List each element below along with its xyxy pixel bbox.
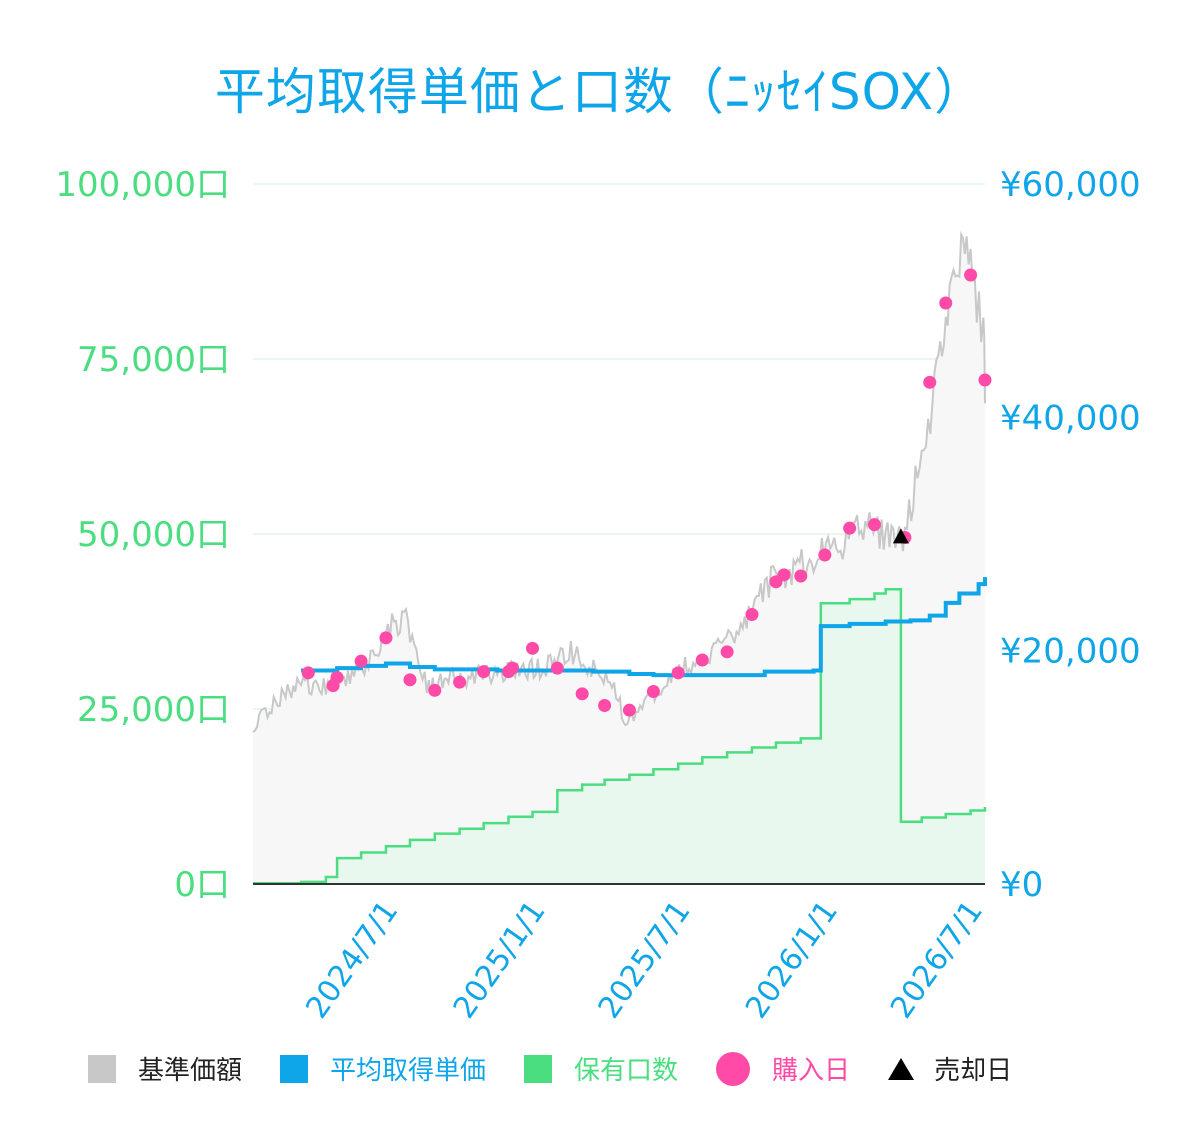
buy-marker: [505, 661, 519, 675]
legend-label: 売却日: [934, 1056, 1013, 1086]
buy-marker: [695, 653, 709, 667]
x-tick-label: 2025/7/1: [592, 895, 698, 1025]
buy-marker: [575, 687, 589, 701]
buy-marker: [379, 631, 393, 645]
left-axis-tick-label: 50,000口: [77, 515, 230, 555]
legend-label: 基準価額: [138, 1056, 243, 1086]
x-tick-label: 2025/1/1: [447, 895, 553, 1025]
buy-marker: [843, 521, 857, 535]
legend-label: 保有口数: [574, 1056, 679, 1086]
buy-marker: [720, 645, 734, 659]
right-axis-tick-label: ¥60,000: [1000, 165, 1141, 205]
buy-marker: [598, 699, 612, 712]
legend-swatch: [88, 1054, 116, 1083]
buy-marker: [526, 641, 540, 655]
legend-item: 保有口数: [524, 1050, 678, 1087]
nav-line: [252, 230, 986, 733]
left-axis-tick-label: 0口: [174, 865, 230, 905]
sell-marker: [892, 528, 909, 544]
left-axis-tick-label: 25,000口: [77, 690, 230, 730]
buy-marker: [818, 548, 832, 562]
buy-marker: [354, 654, 368, 668]
buy-marker: [745, 608, 759, 621]
legend: 基準価額 平均取得単価 保有口数 購入日 売却日: [88, 1050, 1050, 1087]
buy-marker: [301, 666, 315, 680]
buy-marker: [428, 683, 442, 697]
x-tick-label: 2026/7/1: [884, 895, 990, 1025]
buy-marker: [794, 569, 808, 583]
nav-area: [253, 234, 985, 885]
buy-marker: [867, 518, 881, 532]
x-tick-label: 2024/7/1: [299, 895, 405, 1025]
buy-marker: [923, 375, 937, 389]
buy-marker: [964, 268, 978, 282]
buy-marker: [671, 666, 685, 680]
chart-title: 平均取得単価と口数（ﾆｯｾｲSOX）: [214, 63, 986, 121]
right-axis-tick-label: ¥20,000: [1000, 632, 1141, 672]
legend-swatch: [888, 1057, 915, 1080]
buy-marker: [403, 673, 417, 687]
avg-cost-line: [301, 577, 987, 678]
buy-marker: [330, 671, 344, 684]
legend-item: 購入日: [716, 1050, 850, 1087]
units-area: [253, 589, 985, 884]
buy-marker: [622, 703, 636, 717]
legend-swatch: [280, 1054, 309, 1083]
buy-marker: [550, 661, 564, 675]
buy-marker: [646, 685, 660, 698]
left-axis-tick-label: 75,000口: [77, 340, 230, 380]
legend-swatch: [716, 1051, 751, 1086]
right-axis-tick-label: ¥0: [1000, 865, 1043, 905]
legend-item: 売却日: [888, 1050, 1012, 1087]
right-axis-tick-label: ¥40,000: [1000, 398, 1141, 438]
units-line: [253, 588, 987, 885]
legend-label: 平均取得単価: [330, 1056, 487, 1086]
legend-label: 購入日: [772, 1056, 851, 1086]
buy-marker: [939, 296, 953, 310]
buy-marker: [777, 568, 791, 582]
x-tick-label: 2026/1/1: [739, 895, 845, 1025]
buy-marker: [477, 665, 491, 679]
left-axis-tick-label: 100,000口: [55, 165, 230, 205]
buy-marker: [978, 373, 992, 387]
legend-item: 平均取得単価: [280, 1050, 486, 1087]
legend-item: 基準価額: [88, 1050, 242, 1087]
legend-swatch: [524, 1054, 553, 1083]
buy-marker: [453, 675, 467, 689]
